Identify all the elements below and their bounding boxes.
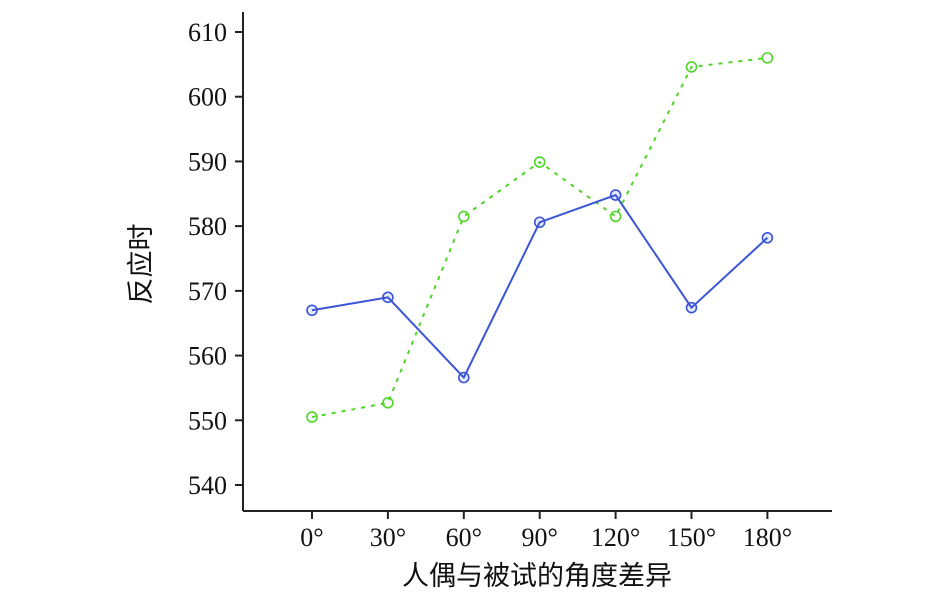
series-dotted-point [533, 156, 546, 168]
series-dotted-point [685, 61, 698, 73]
y-ticks: 540 550 560 570 580 590 600 610 [188, 18, 243, 500]
series-solid-point [382, 291, 394, 304]
y-tick-label: 550 [188, 406, 227, 435]
y-axis-title: 反应时 [126, 224, 157, 305]
x-tick-label: 60° [446, 523, 482, 552]
x-tick-label: 150° [667, 523, 716, 552]
series-solid-line [311, 194, 769, 379]
y-tick-label: 560 [188, 342, 227, 371]
series-solid-point [685, 301, 698, 314]
x-tick-label: 180° [743, 523, 792, 552]
series-solid-point [609, 189, 622, 201]
y-tick-label: 540 [188, 471, 227, 500]
x-tick-label: 0° [300, 523, 323, 552]
axes [242, 12, 832, 512]
series-dotted-point [306, 411, 318, 423]
x-tick-label: 120° [591, 523, 640, 552]
x-tick-label: 30° [370, 523, 406, 552]
series-dotted [306, 52, 774, 423]
x-axis-title: 人偶与被试的角度差异 [402, 561, 672, 592]
series-dotted-point [761, 52, 774, 64]
y-tick-label: 570 [188, 277, 227, 306]
series-dotted-line [311, 56, 768, 419]
series-solid-point [306, 304, 318, 317]
x-tick-label: 90° [521, 523, 557, 552]
series-solid-point [533, 216, 546, 229]
series-dotted-point [457, 210, 470, 223]
y-tick-label: 610 [188, 18, 227, 47]
series-dotted-point [382, 397, 394, 409]
x-ticks: 0° 30° 60° 90° 120° 150° 180° [300, 511, 792, 552]
y-tick-label: 590 [188, 147, 227, 176]
y-tick-label: 580 [188, 212, 227, 241]
series-solid-point [761, 231, 774, 244]
series-solid-point [457, 371, 470, 384]
series-layer [306, 52, 774, 423]
series-dotted-point [609, 210, 622, 223]
y-tick-label: 600 [188, 83, 227, 112]
series-solid [306, 189, 774, 384]
